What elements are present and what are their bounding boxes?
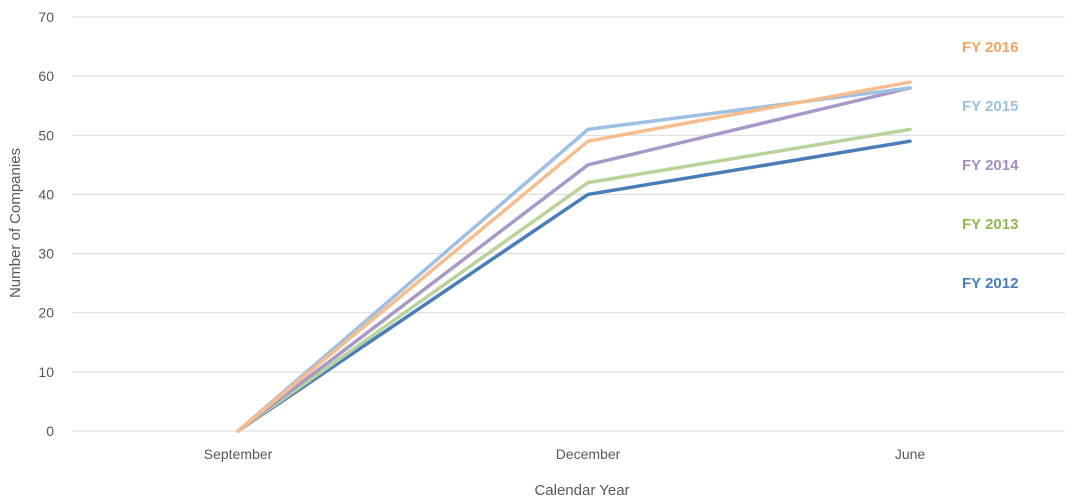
x-tick-label-september: September <box>204 446 273 462</box>
series-line-fy-2014 <box>236 86 912 433</box>
series-lines <box>236 80 912 433</box>
x-axis-ticks: September December June <box>204 446 926 462</box>
x-tick-label-june: June <box>895 446 926 462</box>
y-tick-label-20: 20 <box>38 305 54 321</box>
x-tick-label-december: December <box>556 446 621 462</box>
y-tick-label-0: 0 <box>46 423 54 439</box>
x-axis-title: Calendar Year <box>534 482 629 499</box>
series-label-fy-2012: FY 2012 <box>962 275 1018 292</box>
y-axis-title: Number of Companies <box>7 148 24 298</box>
y-tick-label-70: 70 <box>38 9 54 25</box>
y-tick-label-50: 50 <box>38 127 54 143</box>
gridlines <box>72 16 1065 432</box>
y-tick-label-60: 60 <box>38 68 54 84</box>
series-line-fy-2015 <box>236 86 912 433</box>
series-line-fy-2013 <box>236 127 912 433</box>
series-label-fy-2014: FY 2014 <box>962 157 1019 174</box>
series-line-fy-2016 <box>236 80 912 433</box>
y-tick-label-30: 30 <box>38 246 54 262</box>
y-axis-ticks: 0 10 20 30 40 50 60 70 <box>38 9 54 439</box>
y-tick-label-10: 10 <box>38 364 54 380</box>
y-tick-label-40: 40 <box>38 186 54 202</box>
series-label-fy-2013: FY 2013 <box>962 216 1018 233</box>
series-labels: FY 2016 FY 2015 FY 2014 FY 2013 FY 2012 <box>962 39 1019 292</box>
series-label-fy-2015: FY 2015 <box>962 98 1018 115</box>
series-line-fy-2012 <box>236 139 912 433</box>
series-label-fy-2016: FY 2016 <box>962 39 1018 56</box>
